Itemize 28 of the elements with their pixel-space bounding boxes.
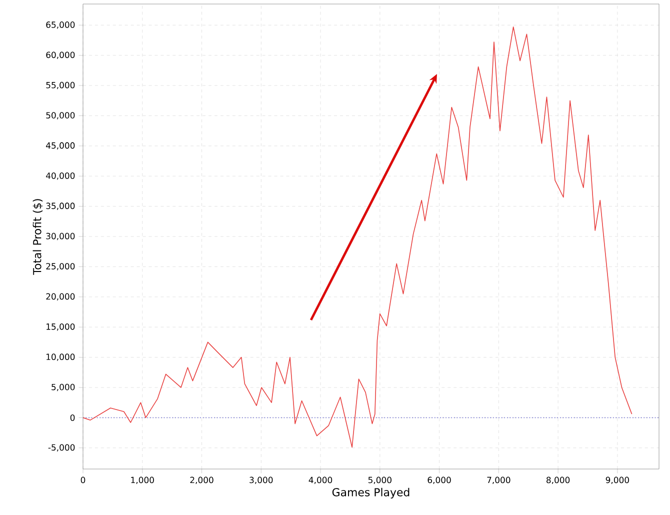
x-tick-label: 9,000 [606,476,629,484]
x-tick-label: 4,000 [308,476,332,484]
x-tick-label: 0 [80,476,86,484]
x-tick-label: 1,000 [131,476,154,484]
line-series [83,26,632,448]
x-tick-label: 8,000 [546,476,570,484]
x-tick-label: 6,000 [428,476,451,484]
y-tick-label: 55,000 [46,82,75,90]
x-tick-label: 5,000 [368,476,392,484]
y-tick-label: 60,000 [46,52,75,59]
y-tick-label: 0 [70,414,75,421]
y-tick-label: 5,000 [52,384,75,392]
x-axis-title: Games Played [332,488,410,498]
y-axis-title: Total Profit ($) [32,199,43,275]
y-tick-label: 50,000 [46,112,75,120]
y-tick-label: -5,000 [48,444,75,452]
y-tick-label: 25,000 [46,263,75,270]
y-tick-label: 20,000 [46,293,75,301]
y-tick-label: 10,000 [46,354,75,361]
y-tick-label: 30,000 [46,232,75,240]
x-tick-label: 7,000 [487,476,510,484]
y-tick-label: 35,000 [46,202,75,210]
y-tick-label: 15,000 [46,323,75,331]
x-tick-label: 2,000 [190,476,214,484]
y-tick-label: 65,000 [46,22,75,29]
x-tick-label: 3,000 [250,476,273,484]
y-tick-label: 45,000 [46,142,75,150]
y-tick-label: 40,000 [46,172,75,180]
